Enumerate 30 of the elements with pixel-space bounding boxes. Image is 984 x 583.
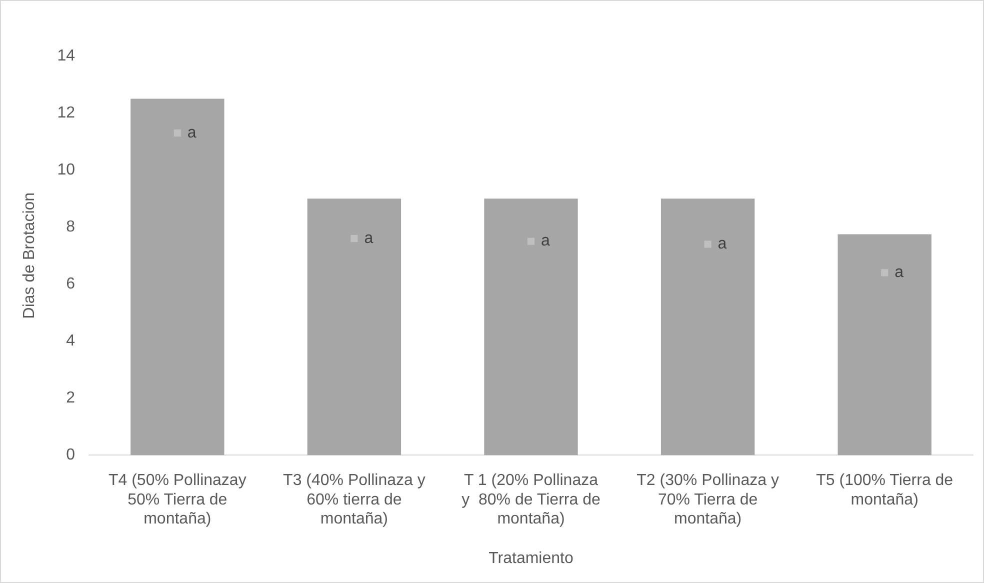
bar [130, 98, 224, 456]
point [350, 234, 358, 242]
bar [660, 198, 755, 456]
y-tick-label: 4 [66, 332, 76, 350]
y-tick-label: 12 [57, 104, 76, 122]
bar [484, 198, 578, 456]
bar [838, 234, 932, 456]
y-axis-title: Dias de Brotacion [21, 192, 38, 319]
data-label: a [894, 264, 904, 282]
y-tick-label: 6 [66, 276, 76, 293]
y-tick-label: 2 [66, 390, 76, 407]
point [704, 240, 712, 248]
x-tick-label: T5 (100% Tierra de montaña) [816, 472, 954, 508]
data-label: a [364, 230, 374, 247]
x-tick-label: T2 (30% Pollinaza y 70% Tierra de montaña) [636, 472, 779, 528]
y-tick-label: 14 [57, 47, 76, 64]
point [527, 238, 535, 245]
point [881, 269, 888, 276]
y-tick-label: 0 [66, 446, 76, 464]
data-label: a [541, 232, 550, 250]
point [174, 129, 181, 137]
x-tick-label: T3 (40% Pollinaza y 60% tierra de montaña) [283, 472, 426, 528]
data-label: a [187, 124, 196, 142]
x-axis-title: Tratamiento [488, 550, 574, 567]
x-tick-label: T4 (50% Pollinazay 50% Tierra de montaña) [108, 472, 246, 528]
x-tick-label: T 1 (20% Pollinaza y 80% de Tierra de montaña) [462, 472, 600, 528]
bar [307, 198, 402, 456]
data-label: a [718, 236, 727, 253]
y-tick-label: 10 [57, 161, 76, 178]
y-tick-label: 8 [66, 218, 76, 236]
